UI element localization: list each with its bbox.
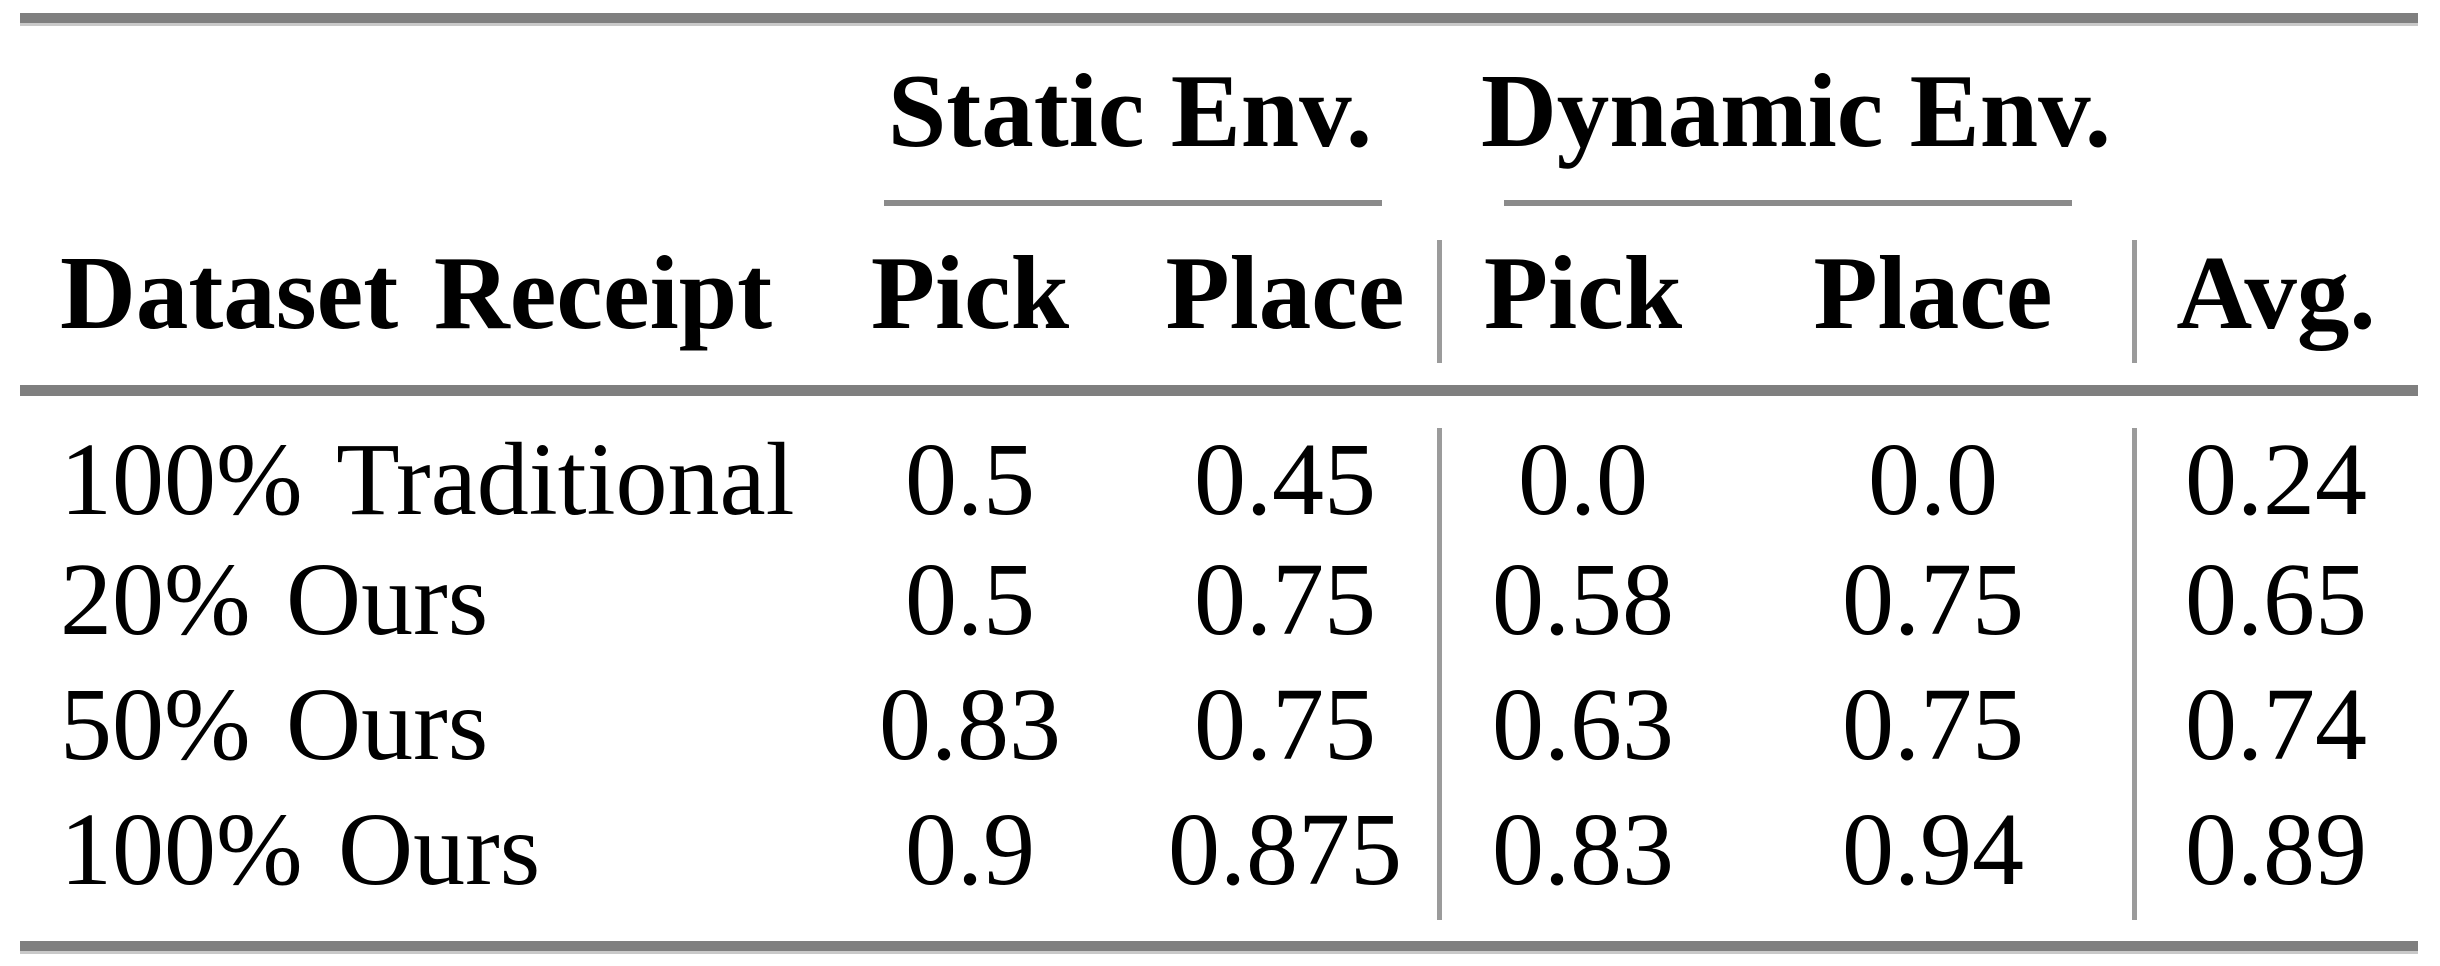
cmidrule-static — [884, 200, 1382, 206]
group-header-dynamic-env: Dynamic Env. — [1480, 51, 2112, 169]
cell-static-pick: 0.9 — [905, 792, 1035, 907]
cell-dynamic-place: 0.94 — [1842, 792, 2024, 907]
column-header-static-place: Place — [1165, 233, 1405, 351]
cell-avg: 0.74 — [2185, 667, 2367, 782]
cell-dynamic-place: 0.75 — [1842, 667, 2024, 782]
column-header-dataset-receipt: Dataset Receipt — [60, 233, 773, 351]
vertical-separator-2-header — [2132, 240, 2137, 363]
cell-static-place: 0.875 — [1168, 792, 1402, 907]
vertical-separator-2-body — [2132, 428, 2137, 920]
vertical-separator-1-body — [1437, 428, 1442, 920]
row-label: 100% Ours — [60, 792, 541, 907]
cell-avg: 0.89 — [2185, 792, 2367, 907]
cell-dynamic-place: 0.0 — [1868, 422, 1998, 537]
vertical-separator-1-header — [1437, 240, 1442, 363]
column-header-avg: Avg. — [2176, 233, 2376, 351]
cell-static-pick: 0.5 — [905, 542, 1035, 657]
cell-dynamic-place: 0.75 — [1842, 542, 2024, 657]
cell-dynamic-pick: 0.63 — [1492, 667, 1674, 782]
row-label: 100% Traditional — [60, 422, 795, 537]
cell-static-place: 0.75 — [1194, 542, 1376, 657]
column-header-dynamic-pick: Pick — [1483, 233, 1683, 351]
cell-static-pick: 0.83 — [879, 667, 1061, 782]
cell-dynamic-pick: 0.58 — [1492, 542, 1674, 657]
cell-static-place: 0.45 — [1194, 422, 1376, 537]
mid-rule — [20, 385, 2418, 396]
cell-static-pick: 0.5 — [905, 422, 1035, 537]
top-rule — [20, 13, 2418, 23]
bottom-rule — [20, 941, 2418, 951]
group-header-static-env: Static Env. — [887, 51, 1373, 169]
cell-dynamic-pick: 0.0 — [1518, 422, 1648, 537]
row-label: 50% Ours — [60, 667, 489, 782]
column-header-static-pick: Pick — [870, 233, 1070, 351]
cell-dynamic-pick: 0.83 — [1492, 792, 1674, 907]
cell-static-place: 0.75 — [1194, 667, 1376, 782]
cell-avg: 0.24 — [2185, 422, 2367, 537]
cell-avg: 0.65 — [2185, 542, 2367, 657]
cmidrule-dynamic — [1504, 200, 2072, 206]
column-header-dynamic-place: Place — [1813, 233, 2053, 351]
row-label: 20% Ours — [60, 542, 489, 657]
